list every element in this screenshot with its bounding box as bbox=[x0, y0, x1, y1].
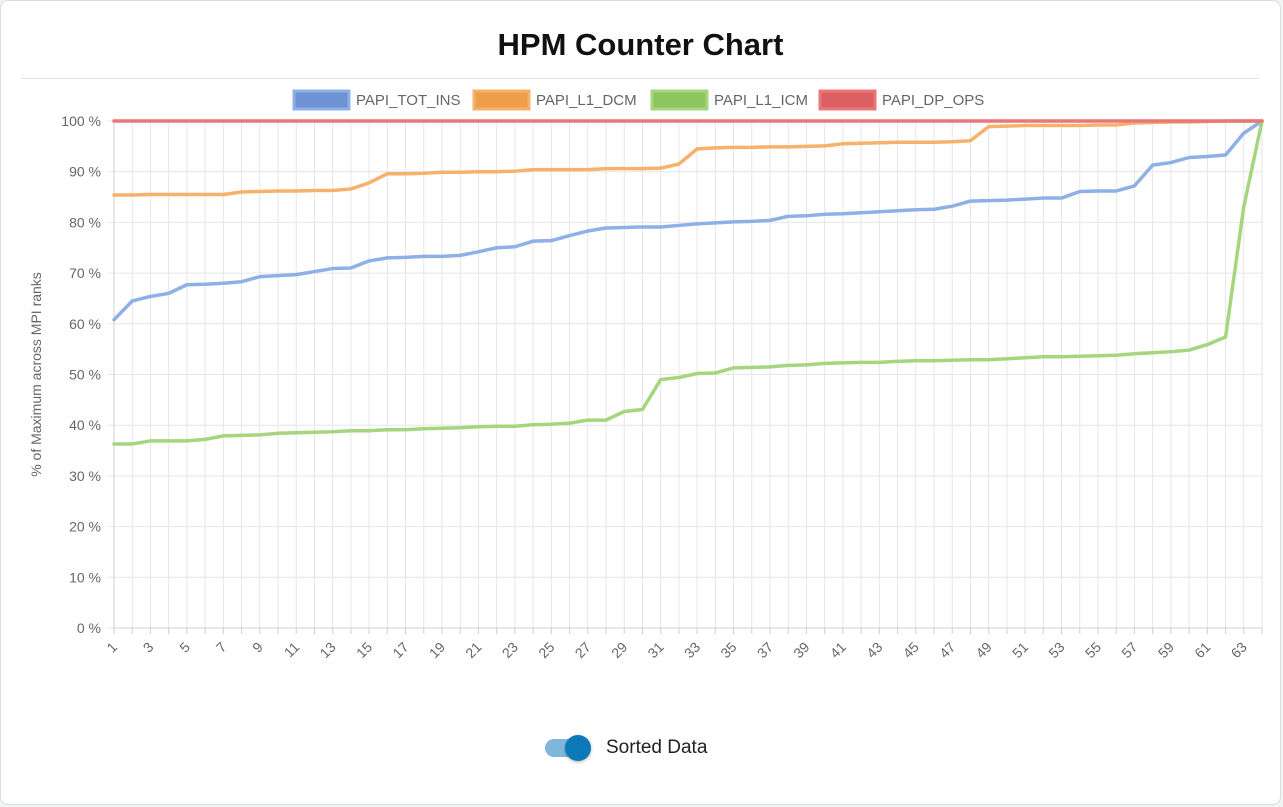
y-tick-label: 10 % bbox=[69, 569, 101, 585]
x-tick-label: 45 bbox=[900, 639, 922, 661]
series-line-papi-tot-ins bbox=[112, 119, 1264, 322]
x-tick-label: 43 bbox=[863, 639, 885, 661]
y-tick-label: 20 % bbox=[69, 519, 101, 535]
y-tick-label: 40 % bbox=[69, 417, 101, 433]
series-line-papi-l1-icm bbox=[112, 119, 1264, 446]
legend-label-papi-l1-dcm: PAPI_L1_DCM bbox=[536, 92, 637, 109]
title-divider bbox=[21, 78, 1260, 79]
x-tick-label: 19 bbox=[426, 639, 448, 661]
x-tick-label: 3 bbox=[140, 639, 157, 656]
legend-swatch-papi-l1-icm bbox=[650, 89, 709, 111]
toggle-track[interactable] bbox=[545, 735, 591, 761]
y-tick-label: 100 % bbox=[61, 113, 101, 129]
toggle-label: Sorted Data bbox=[606, 737, 708, 758]
y-axis-title: % of Maximum across MPI ranks bbox=[28, 272, 44, 477]
x-tick-label: 21 bbox=[462, 639, 484, 661]
x-tick-label: 47 bbox=[936, 639, 958, 661]
x-tick-label: 61 bbox=[1191, 639, 1213, 661]
x-tick-label: 27 bbox=[572, 639, 594, 661]
chart-title: HPM Counter Chart bbox=[497, 27, 784, 62]
x-tick-label: 9 bbox=[249, 639, 266, 656]
x-tick-label: 59 bbox=[1155, 639, 1177, 661]
x-tick-label: 23 bbox=[499, 639, 521, 661]
x-tick-label: 11 bbox=[281, 639, 303, 661]
x-tick-label: 1 bbox=[103, 639, 120, 656]
x-tick-label: 31 bbox=[644, 639, 666, 661]
x-tick-label: 57 bbox=[1118, 639, 1140, 661]
legend-label-papi-l1-icm: PAPI_L1_ICM bbox=[714, 92, 808, 109]
x-tick-label: 53 bbox=[1045, 639, 1067, 661]
y-tick-label: 30 % bbox=[69, 468, 101, 484]
x-tick-label: 37 bbox=[754, 639, 776, 661]
y-tick-label: 90 % bbox=[69, 164, 101, 180]
x-tick-label: 17 bbox=[389, 639, 411, 661]
legend-swatch-papi-l1-dcm bbox=[472, 89, 531, 111]
x-tick-label: 49 bbox=[972, 639, 994, 661]
x-tick-label: 33 bbox=[681, 639, 703, 661]
series-line-papi-l1-dcm bbox=[112, 119, 1264, 197]
y-tick-label: 50 % bbox=[69, 367, 101, 383]
x-tick-label: 5 bbox=[176, 639, 193, 656]
legend-swatch-papi-tot-ins bbox=[292, 89, 351, 111]
x-tick-label: 35 bbox=[717, 639, 739, 661]
legend-label-papi-dp-ops: PAPI_DP_OPS bbox=[882, 92, 984, 109]
x-tick-label: 25 bbox=[535, 639, 557, 661]
y-tick-label: 0 % bbox=[77, 620, 101, 636]
y-tick-label: 60 % bbox=[69, 316, 101, 332]
toggle-knob[interactable] bbox=[565, 735, 591, 761]
x-tick-label: 29 bbox=[608, 639, 630, 661]
legend-swatch-papi-dp-ops bbox=[818, 89, 877, 111]
x-tick-label: 39 bbox=[790, 639, 812, 661]
x-tick-label: 13 bbox=[316, 639, 338, 661]
x-tick-label: 41 bbox=[827, 639, 849, 661]
legend-label-papi-tot-ins: PAPI_TOT_INS bbox=[356, 92, 460, 109]
x-tick-label: 15 bbox=[353, 639, 375, 661]
x-tick-label: 55 bbox=[1082, 639, 1104, 661]
line-chart: 0 % 10 % 20 % 30 % 40 % 50 % 60 % 70 % 80 % 90 % 1… bbox=[28, 89, 1264, 661]
x-tick-label: 63 bbox=[1228, 639, 1250, 661]
y-tick-label: 70 % bbox=[69, 265, 101, 281]
sorted-data-toggle[interactable]: Sorted Data bbox=[545, 735, 708, 761]
x-tick-label: 51 bbox=[1009, 639, 1031, 661]
y-tick-label: 80 % bbox=[69, 214, 101, 230]
x-tick-label: 7 bbox=[213, 639, 230, 656]
